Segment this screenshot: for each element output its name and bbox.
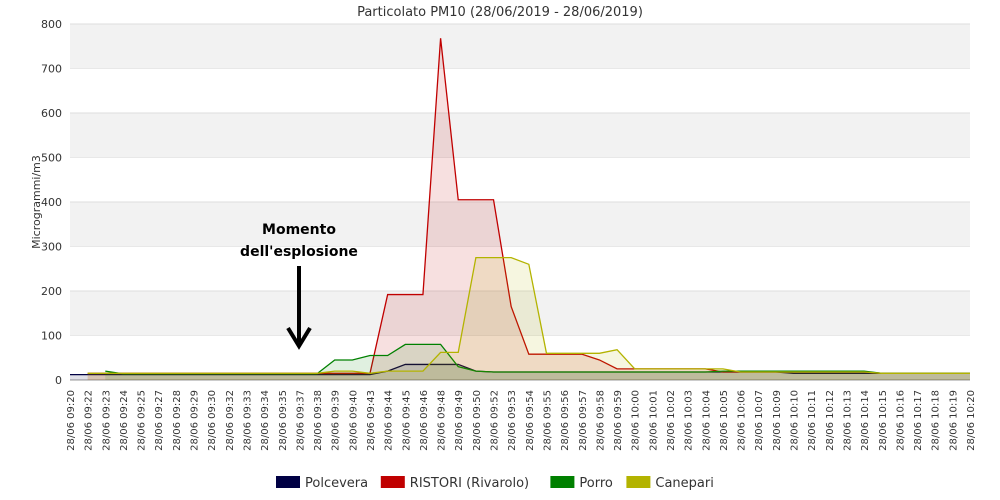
x-tick-label: 28/06 10:06 [737, 390, 748, 451]
x-tick-label: 28/06 10:03 [684, 390, 695, 451]
legend-swatch [626, 476, 651, 488]
legend-swatch [380, 476, 405, 488]
x-tick-label: 28/06 09:52 [490, 390, 501, 451]
x-tick-label: 28/06 10:01 [648, 390, 659, 451]
x-tick-label: 28/06 10:20 [966, 390, 977, 451]
chart-title: Particolato PM10 (28/06/2019 - 28/06/201… [357, 5, 643, 20]
annotation: Momento [262, 222, 336, 238]
y-tick-label: 200 [41, 285, 62, 298]
x-tick-label: 28/06 09:43 [366, 390, 377, 451]
grid-band [70, 202, 970, 247]
x-tick-label: 28/06 09:49 [454, 390, 465, 451]
x-tick-label: 28/06 09:46 [419, 390, 430, 451]
y-tick-label: 600 [41, 107, 62, 120]
grid-band [70, 291, 970, 336]
y-tick-label: 100 [41, 330, 62, 343]
legend-label: Canepari [655, 476, 713, 491]
y-axis-label: Microgrammi/m3 [30, 155, 43, 249]
legend-label: Porro [579, 476, 613, 491]
x-tick-label: 28/06 10:10 [790, 390, 801, 451]
x-tick-label: 28/06 10:19 [948, 390, 959, 451]
x-tick-label: 28/06 09:22 [84, 390, 95, 451]
x-tick-label: 28/06 10:13 [842, 390, 853, 451]
area [87, 257, 971, 380]
y-tick-label: 0 [55, 374, 62, 387]
line [87, 256, 970, 374]
x-tick-label: 28/06 09:23 [101, 390, 112, 451]
x-tick-label: 28/06 09:39 [331, 390, 342, 451]
x-tick-label: 28/06 09:32 [225, 390, 236, 451]
x-tick-label: 28/06 09:30 [207, 390, 218, 451]
legend-swatch [276, 476, 300, 488]
x-tick-label: 28/06 09:25 [137, 390, 148, 451]
x-tick-label: 28/06 10:18 [931, 390, 942, 451]
x-tick-label: 28/06 09:28 [172, 390, 183, 451]
x-tick-label: 28/06 09:35 [278, 390, 289, 451]
x-tick-label: 28/06 10:12 [825, 390, 836, 451]
x-tick-label: 28/06 09:54 [525, 390, 536, 451]
x-tick-label: 28/06 10:00 [631, 390, 642, 451]
x-tick-label: 28/06 10:05 [719, 390, 730, 451]
x-tick-label: 28/06 10:04 [701, 390, 712, 451]
x-tick-label: 28/06 09:38 [313, 390, 324, 451]
x-tick-label: 28/06 10:07 [754, 390, 765, 451]
annotation: dell'esplosione [240, 244, 358, 260]
x-tick-label: 28/06 09:29 [190, 390, 201, 451]
x-tick-label: 28/06 09:33 [242, 390, 253, 451]
legend-swatch [550, 476, 575, 488]
grid-band [70, 113, 970, 158]
x-tick-label: 28/06 10:14 [860, 390, 871, 451]
y-tick-label: 300 [41, 241, 62, 254]
x-tick-label: 28/06 10:17 [913, 390, 924, 451]
legend-label: RISTORI (Rivarolo) [410, 476, 529, 491]
x-tick-label: 28/06 09:55 [542, 390, 553, 451]
x-tick-label: 28/06 10:09 [772, 390, 783, 451]
legend-label: Polcevera [305, 476, 368, 491]
x-tick-label: 28/06 10:02 [666, 390, 677, 451]
x-tick-label: 28/06 10:11 [807, 390, 818, 451]
y-tick-label: 800 [41, 18, 62, 31]
annotation-arrowhead [286, 326, 312, 350]
x-tick-label: 28/06 09:44 [384, 390, 395, 451]
x-tick-label: 28/06 09:24 [119, 390, 130, 451]
x-tick-label: 28/06 09:20 [66, 390, 77, 451]
y-tick-label: 500 [41, 152, 62, 165]
x-tick-label: 28/06 09:56 [560, 390, 571, 451]
x-tick-label: 28/06 10:15 [878, 390, 889, 451]
x-tick-label: 28/06 09:45 [401, 390, 412, 451]
x-tick-label: 28/06 09:37 [295, 390, 306, 451]
grid-band [70, 24, 970, 69]
y-tick-label: 700 [41, 63, 62, 76]
x-tick-label: 28/06 09:50 [472, 390, 483, 451]
x-tick-label: 28/06 10:16 [895, 390, 906, 451]
x-tick-label: 28/06 09:58 [595, 390, 606, 451]
x-tick-label: 28/06 09:34 [260, 390, 271, 451]
x-tick-label: 28/06 09:40 [348, 390, 359, 451]
x-tick-label: 28/06 09:57 [578, 390, 589, 451]
y-tick-label: 400 [41, 196, 62, 209]
x-tick-label: 28/06 09:53 [507, 390, 518, 451]
x-tick-label: 28/06 09:59 [613, 390, 624, 451]
x-tick-label: 28/06 09:27 [154, 390, 165, 451]
x-tick-label: 28/06 09:48 [437, 390, 448, 451]
